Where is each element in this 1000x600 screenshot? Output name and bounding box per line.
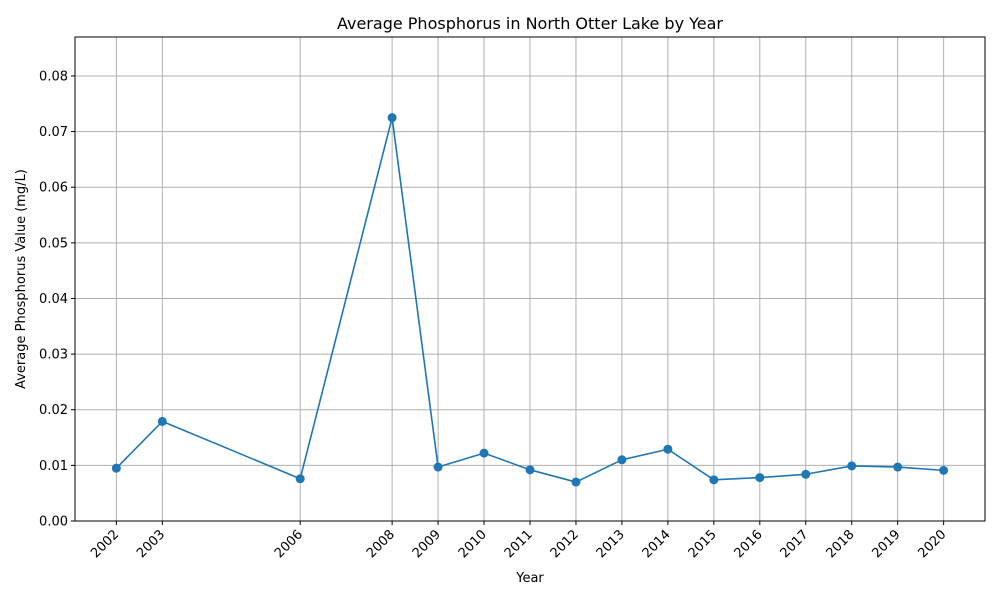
data-point-2014 xyxy=(663,444,673,454)
chart-title: Average Phosphorus in North Otter Lake b… xyxy=(337,14,723,33)
y-axis-label: Average Phosphorus Value (mg/L) xyxy=(14,169,29,389)
y-tick-label: 0.06 xyxy=(39,181,68,196)
x-axis-label: Year xyxy=(515,571,544,586)
y-tick-label: 0.05 xyxy=(39,236,68,251)
data-point-2013 xyxy=(617,455,627,465)
data-point-2010 xyxy=(479,448,489,458)
y-tick-label: 0.07 xyxy=(39,125,68,140)
y-tick-label: 0.02 xyxy=(39,403,68,418)
grid xyxy=(75,37,985,522)
series-group xyxy=(111,113,949,487)
data-point-2019 xyxy=(893,462,903,472)
data-point-2003 xyxy=(157,416,167,426)
y-tick-label: 0.08 xyxy=(39,69,68,84)
y-tick-label: 0.03 xyxy=(39,348,68,363)
y-tick-label: 0.04 xyxy=(39,292,68,307)
data-point-2018 xyxy=(847,461,857,471)
data-point-2009 xyxy=(433,462,443,472)
data-point-2012 xyxy=(571,477,581,487)
data-point-2011 xyxy=(525,465,535,475)
data-point-2020 xyxy=(939,465,949,475)
data-point-2008 xyxy=(387,113,397,123)
data-point-2006 xyxy=(295,474,305,484)
y-tick-label: 0.00 xyxy=(39,515,68,530)
data-point-2016 xyxy=(755,473,765,483)
data-point-2015 xyxy=(709,475,719,485)
data-point-2017 xyxy=(801,469,811,479)
data-point-2002 xyxy=(111,463,121,473)
y-axis-ticks: 0.00 0.01 0.02 0.03 0.04 0.05 0.06 0.07 0.08 xyxy=(39,69,75,530)
y-tick-label: 0.01 xyxy=(39,459,68,474)
series-line xyxy=(115,116,944,483)
